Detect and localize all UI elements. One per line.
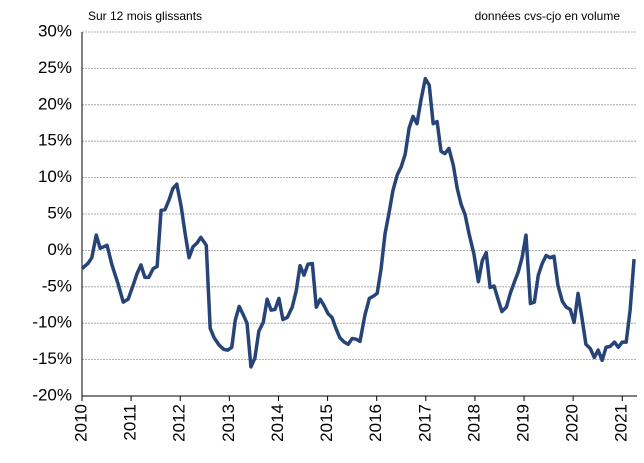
x-tick-label: 2015 [317,404,336,442]
annotation: données cvs-cjo en volume [475,9,621,23]
x-tick-label: 2019 [514,404,533,442]
y-tick-label: -10% [32,313,72,332]
y-tick-label: 25% [38,58,72,77]
x-tick-label: 2016 [366,404,385,442]
y-tick-label: -20% [32,385,72,404]
data-line [80,76,636,369]
y-tick-label: 0% [47,240,72,259]
x-tick-label: 2011 [121,404,140,441]
x-tick-label: 2012 [170,404,189,442]
x-tick-label: 2020 [563,404,582,442]
x-tick-label: 2014 [268,404,287,442]
y-tick-label: 30% [38,21,72,40]
y-tick-label: 5% [47,203,72,222]
x-tick-label: 2021 [612,404,631,442]
x-tick-label: 2017 [415,404,434,442]
y-tick-label: 20% [38,94,72,113]
x-tick-label: 2010 [71,404,90,442]
y-tick-label: 15% [38,131,72,150]
y-tick-label: -5% [42,276,72,295]
y-tick-label: -15% [32,349,72,368]
x-tick-label: 2013 [219,404,238,442]
x-tick-label: 2018 [464,404,483,442]
y-tick-label: 10% [38,167,72,186]
annotation: Sur 12 mois glissants [88,9,202,23]
